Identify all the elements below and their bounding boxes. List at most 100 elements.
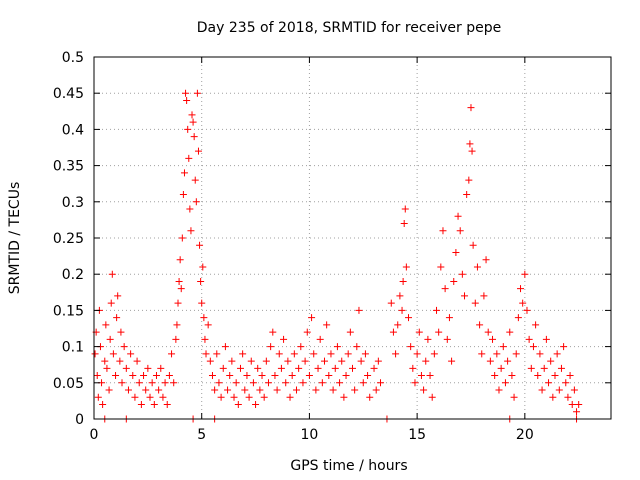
data-point — [320, 357, 328, 365]
data-point — [202, 350, 210, 358]
data-point — [208, 372, 216, 380]
data-point — [519, 299, 527, 307]
data-point — [187, 227, 195, 235]
data-point — [318, 379, 326, 387]
x-tick-labels: 0 5 10 15 20 — [90, 427, 534, 443]
data-point — [389, 328, 397, 336]
y-tick-label: 0.05 — [53, 376, 84, 392]
data-point — [521, 270, 529, 278]
data-point — [269, 328, 277, 336]
data-point — [178, 234, 186, 242]
data-point — [364, 372, 372, 380]
data-point — [106, 335, 114, 343]
data-point — [478, 350, 486, 358]
data-point — [463, 191, 471, 199]
data-point — [547, 357, 555, 365]
data-point — [103, 364, 111, 372]
data-point — [353, 343, 361, 351]
data-point — [405, 314, 413, 322]
data-point — [201, 335, 209, 343]
x-tick-label: 20 — [516, 427, 534, 443]
data-point — [525, 335, 533, 343]
data-point — [327, 350, 335, 358]
data-point — [553, 350, 561, 358]
data-point — [264, 379, 272, 387]
data-point — [198, 299, 206, 307]
data-point — [401, 205, 409, 213]
data-point — [542, 335, 550, 343]
chart-title: Day 235 of 2018, SRMTID for receiver pep… — [197, 20, 501, 36]
data-point — [191, 176, 199, 184]
data-point — [108, 270, 116, 278]
x-tick-label: 10 — [301, 427, 319, 443]
data-point — [491, 372, 499, 380]
data-point — [184, 125, 192, 133]
data-point — [271, 372, 279, 380]
data-point — [568, 401, 576, 409]
data-point — [102, 321, 110, 329]
data-point — [370, 364, 378, 372]
data-point — [150, 401, 158, 409]
data-point — [172, 335, 180, 343]
data-point — [101, 357, 109, 365]
data-point — [206, 357, 214, 365]
data-point — [424, 335, 432, 343]
data-point — [430, 350, 438, 358]
data-point — [357, 357, 365, 365]
plot-frame — [93, 56, 612, 420]
data-point — [484, 328, 492, 336]
data-point — [252, 401, 260, 409]
data-point — [508, 372, 516, 380]
data-point — [441, 285, 449, 293]
data-point — [280, 335, 288, 343]
data-point — [456, 227, 464, 235]
data-point — [305, 372, 313, 380]
data-point — [135, 379, 143, 387]
data-point — [226, 372, 234, 380]
data-point — [142, 386, 150, 394]
data-point — [234, 401, 242, 409]
data-point — [471, 299, 479, 307]
data-point — [245, 393, 253, 401]
y-tick-labels: 0 0.05 0.1 0.15 0.2 0.25 0.3 0.35 0.4 0.45 0.5 — [53, 50, 84, 428]
data-point — [177, 285, 185, 293]
data-point — [517, 285, 525, 293]
data-point — [170, 379, 178, 387]
x-tick-label: 15 — [408, 427, 426, 443]
data-point — [163, 401, 171, 409]
data-point — [232, 379, 240, 387]
data-point — [190, 133, 198, 141]
data-point — [476, 321, 484, 329]
data-point — [168, 350, 176, 358]
data-point — [469, 241, 477, 249]
data-point — [105, 386, 113, 394]
data-point — [193, 89, 201, 97]
data-point — [359, 379, 367, 387]
data-point — [501, 379, 509, 387]
data-point — [374, 357, 382, 365]
data-point — [159, 393, 167, 401]
data-point — [182, 89, 190, 97]
data-point — [290, 350, 298, 358]
data-point — [566, 372, 574, 380]
data-point — [258, 372, 266, 380]
data-point — [549, 393, 557, 401]
data-point — [467, 104, 475, 112]
data-point — [394, 321, 402, 329]
data-point — [273, 386, 281, 394]
data-point — [551, 372, 559, 380]
data-point — [426, 372, 434, 380]
data-point — [506, 328, 514, 336]
data-point — [188, 111, 196, 119]
data-point — [325, 372, 333, 380]
data-point — [260, 393, 268, 401]
data-point — [538, 386, 546, 394]
data-point — [254, 364, 262, 372]
data-point — [402, 263, 410, 271]
data-point — [221, 343, 229, 351]
data-point — [428, 393, 436, 401]
data-point — [562, 379, 570, 387]
data-point — [155, 386, 163, 394]
data-point — [342, 372, 350, 380]
